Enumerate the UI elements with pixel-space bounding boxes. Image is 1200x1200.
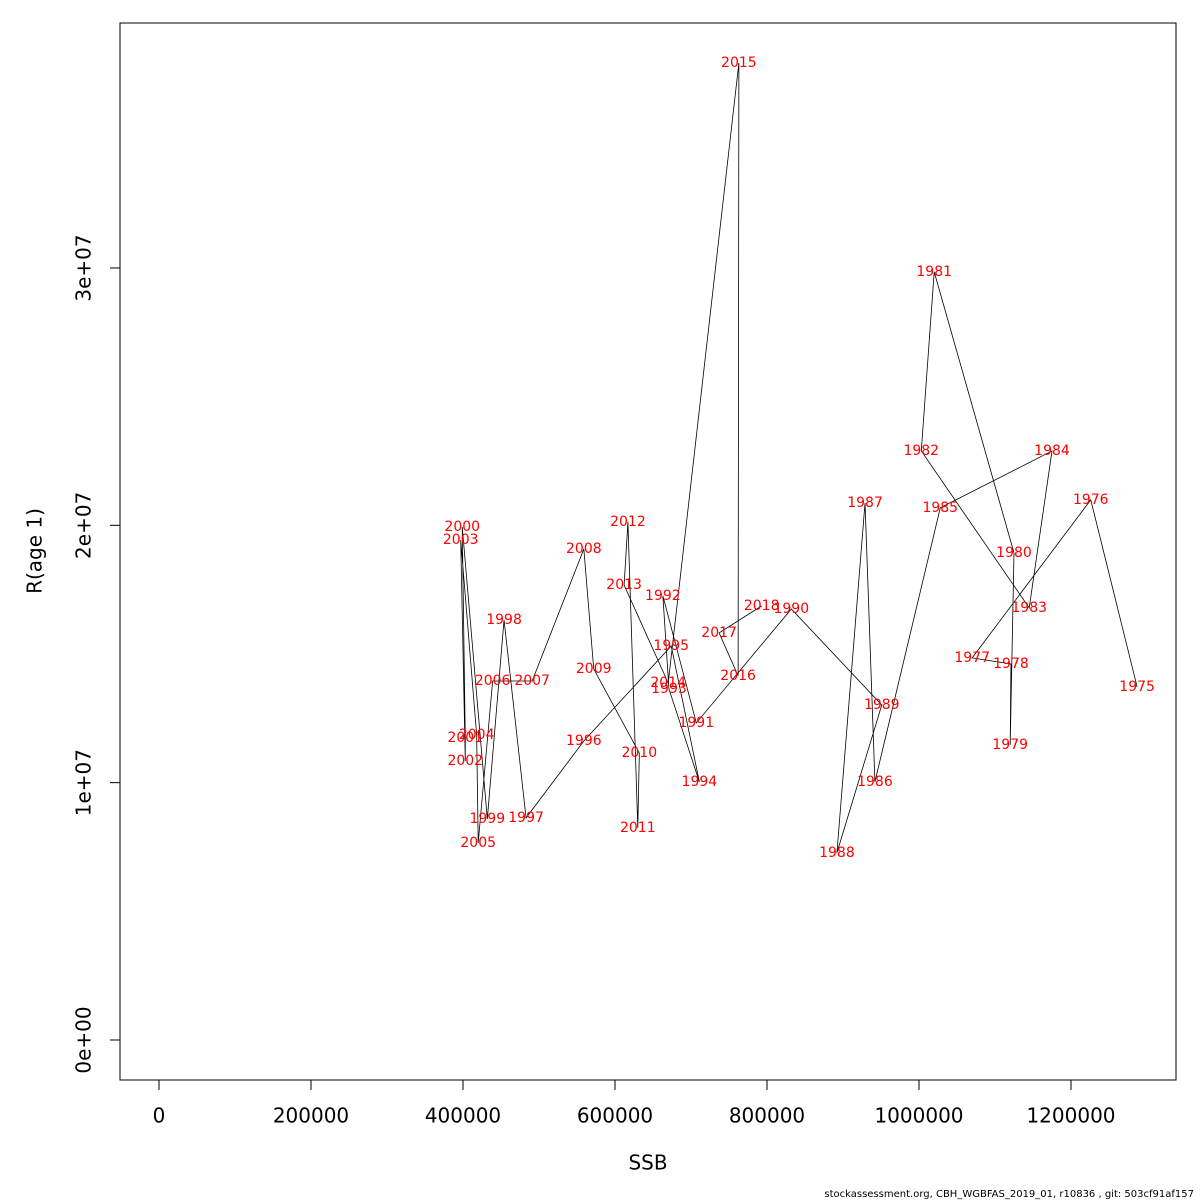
point-label: 2017 bbox=[701, 625, 737, 641]
point-label: 2013 bbox=[606, 577, 642, 593]
point-label: 2012 bbox=[610, 514, 646, 530]
point-label: 1979 bbox=[992, 737, 1028, 753]
point-label: 1998 bbox=[486, 612, 522, 628]
y-tick-label: 1e+07 bbox=[72, 749, 96, 816]
point-label: 1989 bbox=[864, 697, 900, 713]
footer: stockassessment.org, CBH_WGBFAS_2019_01,… bbox=[824, 1189, 1194, 1200]
y-tick-label: 0e+00 bbox=[72, 1006, 96, 1073]
point-label: 1985 bbox=[922, 500, 958, 516]
point-label: 1975 bbox=[1119, 679, 1155, 695]
point-label: 2007 bbox=[514, 673, 550, 689]
point-label: 1983 bbox=[1011, 600, 1047, 616]
point-label: 1976 bbox=[1073, 492, 1109, 508]
point-label: 1984 bbox=[1034, 443, 1070, 459]
y-axis-label: R(age 1) bbox=[23, 508, 47, 594]
point-label: 2014 bbox=[650, 675, 686, 691]
point-label: 2011 bbox=[620, 820, 656, 836]
point-label: 2018 bbox=[744, 598, 780, 614]
x-tick-label: 1000000 bbox=[874, 1104, 963, 1128]
point-label: 1995 bbox=[653, 638, 689, 654]
point-label: 1991 bbox=[678, 715, 714, 731]
x-tick-label: 1200000 bbox=[1026, 1104, 1115, 1128]
point-label: 2001 bbox=[447, 730, 483, 746]
point-label: 2003 bbox=[443, 532, 479, 548]
x-tick-label: 600000 bbox=[577, 1104, 653, 1128]
point-label: 2008 bbox=[566, 541, 602, 557]
x-tick-label: 800000 bbox=[729, 1104, 805, 1128]
point-label: 1992 bbox=[645, 588, 681, 604]
point-label: 2004 bbox=[459, 727, 495, 743]
point-label: 1996 bbox=[566, 733, 602, 749]
point-label: 1990 bbox=[773, 601, 809, 617]
point-label: 1999 bbox=[469, 811, 505, 827]
point-label: 1993 bbox=[651, 681, 687, 697]
y-tick-label: 3e+07 bbox=[72, 234, 96, 301]
point-label: 1994 bbox=[682, 774, 718, 790]
point-label: 2005 bbox=[460, 835, 496, 851]
point-label: 1978 bbox=[993, 656, 1029, 672]
point-label: 2010 bbox=[621, 745, 657, 761]
x-tick-label: 400000 bbox=[425, 1104, 501, 1128]
y-tick-label: 2e+07 bbox=[72, 492, 96, 559]
point-label: 2006 bbox=[475, 673, 511, 689]
point-label: 1981 bbox=[916, 264, 952, 280]
x-tick-label: 0 bbox=[153, 1104, 166, 1128]
x-tick-label: 200000 bbox=[273, 1104, 349, 1128]
point-label: 1988 bbox=[819, 845, 855, 861]
point-label: 1982 bbox=[903, 443, 939, 459]
point-label: 1977 bbox=[954, 650, 990, 666]
point-label: 1997 bbox=[508, 810, 544, 826]
point-label: 2002 bbox=[447, 753, 483, 769]
series-line bbox=[460, 62, 1138, 854]
point-label: 2000 bbox=[444, 519, 480, 535]
x-axis-label: SSB bbox=[628, 1151, 667, 1175]
point-label: 2015 bbox=[721, 55, 757, 71]
point-label: 1986 bbox=[857, 774, 893, 790]
point-label: 2009 bbox=[576, 661, 612, 677]
point-label: 1987 bbox=[847, 495, 883, 511]
point-label: 1980 bbox=[996, 545, 1032, 561]
point-label: 2016 bbox=[720, 668, 756, 684]
